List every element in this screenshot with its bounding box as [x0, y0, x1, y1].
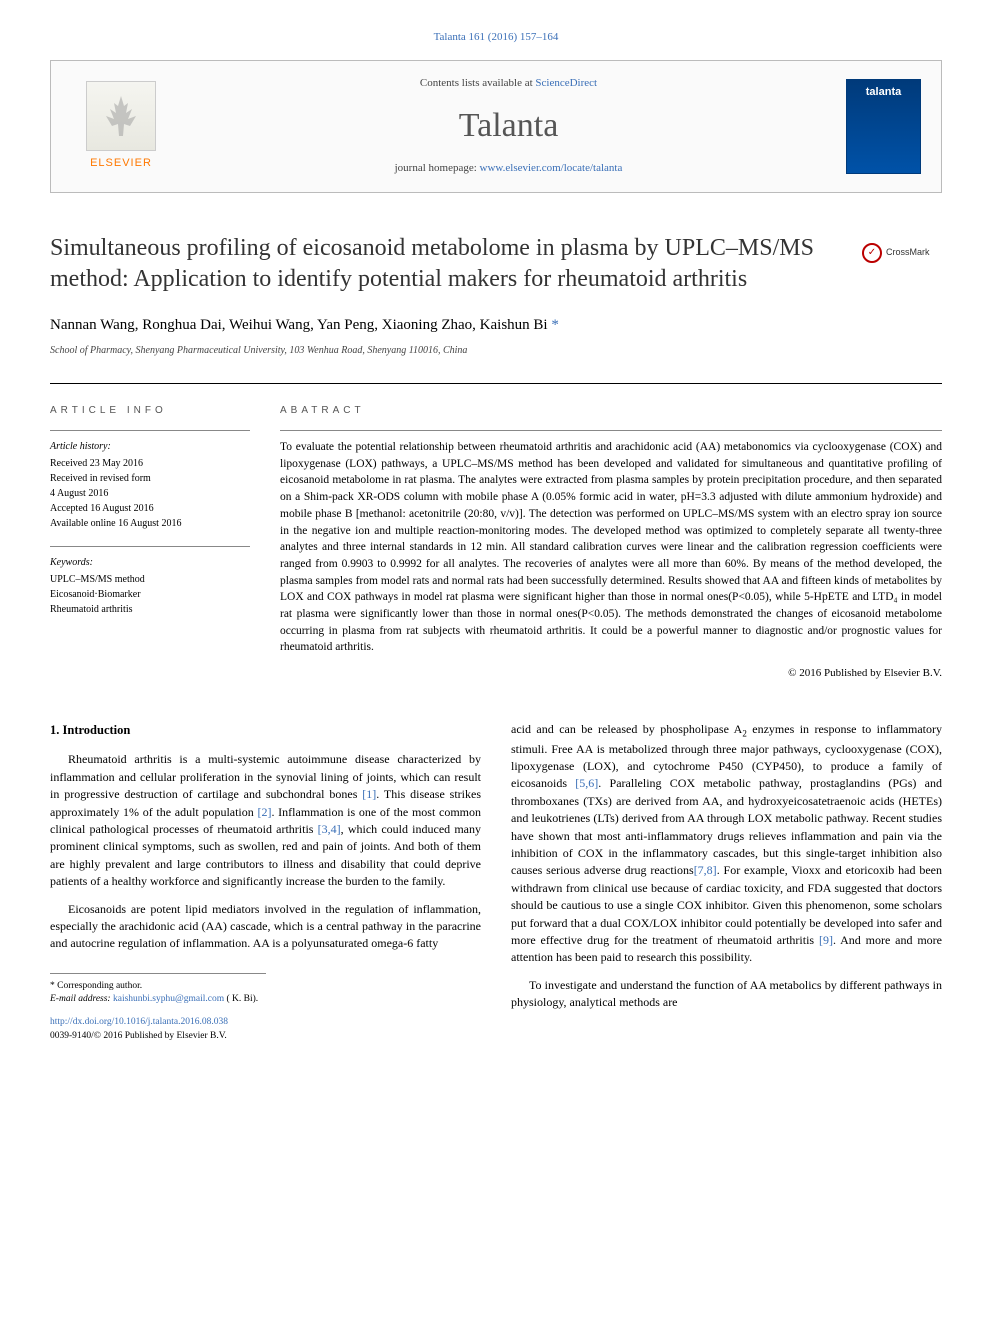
authors-line: Nannan Wang, Ronghua Dai, Weihui Wang, Y…	[50, 315, 942, 336]
elsevier-tree-icon	[86, 81, 156, 151]
contents-prefix: Contents lists available at	[420, 77, 535, 89]
history-heading: Article history:	[50, 439, 250, 454]
history-line: Received in revised form	[50, 471, 250, 486]
ref-link[interactable]: [3,4]	[318, 822, 341, 836]
history-line: Received 23 May 2016	[50, 456, 250, 471]
body-columns: 1. Introduction Rheumatoid arthritis is …	[50, 721, 942, 1043]
email-link[interactable]: kaishunbi.syphu@gmail.com	[113, 994, 224, 1004]
ref-link[interactable]: [7,8]	[694, 863, 717, 877]
history-line: 4 August 2016	[50, 486, 250, 501]
authors-names: Nannan Wang, Ronghua Dai, Weihui Wang, Y…	[50, 317, 548, 333]
homepage-prefix: journal homepage:	[395, 162, 480, 174]
article-title: Simultaneous profiling of eicosanoid met…	[50, 233, 842, 295]
cover-label: talanta	[866, 85, 901, 100]
crossmark-label: CrossMark	[886, 246, 930, 259]
sciencedirect-link[interactable]: ScienceDirect	[535, 77, 597, 89]
abstract-copyright: © 2016 Published by Elsevier B.V.	[280, 666, 942, 681]
keywords-heading: Keywords:	[50, 555, 250, 570]
contents-line: Contents lists available at ScienceDirec…	[171, 76, 846, 91]
body-paragraph: Eicosanoids are potent lipid mediators i…	[50, 901, 481, 953]
publisher-block: ELSEVIER	[71, 81, 171, 171]
article-info-column: article info Article history: Received 2…	[50, 404, 250, 681]
issn-line: 0039-9140/© 2016 Published by Elsevier B…	[50, 1031, 227, 1041]
crossmark-icon: ✓	[862, 243, 882, 263]
footnote-corresponding: * Corresponding author.	[50, 980, 266, 993]
body-paragraph: acid and can be released by phospholipas…	[511, 721, 942, 967]
history-block: Article history: Received 23 May 2016 Re…	[50, 430, 250, 531]
footnote-block: * Corresponding author. E-mail address: …	[50, 973, 266, 1007]
corresponding-mark: *	[551, 317, 559, 333]
keyword: Eicosanoid·Biomarker	[50, 587, 250, 602]
journal-header: ELSEVIER Contents lists available at Sci…	[50, 60, 942, 192]
abstract-label: abatract	[280, 404, 942, 418]
footnote-email-line: E-mail address: kaishunbi.syphu@gmail.co…	[50, 993, 266, 1006]
keyword: UPLC–MS/MS method	[50, 572, 250, 587]
journal-citation: Talanta 161 (2016) 157–164	[50, 30, 942, 45]
homepage-line: journal homepage: www.elsevier.com/locat…	[171, 161, 846, 176]
ref-link[interactable]: [9]	[819, 933, 833, 947]
history-line: Accepted 16 August 2016	[50, 501, 250, 516]
intro-heading: 1. Introduction	[50, 721, 481, 739]
column-right: acid and can be released by phospholipas…	[511, 721, 942, 1043]
homepage-link[interactable]: www.elsevier.com/locate/talanta	[480, 162, 623, 174]
keywords-block: Keywords: UPLC–MS/MS method Eicosanoid·B…	[50, 546, 250, 617]
column-left: 1. Introduction Rheumatoid arthritis is …	[50, 721, 481, 1043]
ref-link[interactable]: [1]	[362, 787, 376, 801]
crossmark-badge[interactable]: ✓ CrossMark	[862, 238, 942, 268]
journal-name: Talanta	[171, 102, 846, 150]
history-line: Available online 16 August 2016	[50, 516, 250, 531]
email-suffix: ( K. Bi).	[224, 994, 258, 1004]
body-paragraph: Rheumatoid arthritis is a multi-systemic…	[50, 751, 481, 890]
article-info-label: article info	[50, 404, 250, 418]
title-row: Simultaneous profiling of eicosanoid met…	[50, 233, 942, 295]
doi-block: http://dx.doi.org/10.1016/j.talanta.2016…	[50, 1016, 481, 1043]
doi-link[interactable]: http://dx.doi.org/10.1016/j.talanta.2016…	[50, 1017, 228, 1027]
elsevier-label: ELSEVIER	[90, 156, 152, 171]
keyword: Rheumatoid arthritis	[50, 602, 250, 617]
ref-link[interactable]: [2]	[257, 805, 271, 819]
info-abstract-row: article info Article history: Received 2…	[50, 383, 942, 681]
email-label: E-mail address:	[50, 994, 113, 1004]
abstract-text: To evaluate the potential relationship b…	[280, 430, 942, 656]
abstract-column: abatract To evaluate the potential relat…	[280, 404, 942, 681]
header-center: Contents lists available at ScienceDirec…	[171, 76, 846, 176]
journal-cover-thumb: talanta	[846, 79, 921, 174]
affiliation: School of Pharmacy, Shenyang Pharmaceuti…	[50, 344, 942, 358]
body-paragraph: To investigate and understand the functi…	[511, 977, 942, 1012]
ref-link[interactable]: [5,6]	[575, 776, 598, 790]
